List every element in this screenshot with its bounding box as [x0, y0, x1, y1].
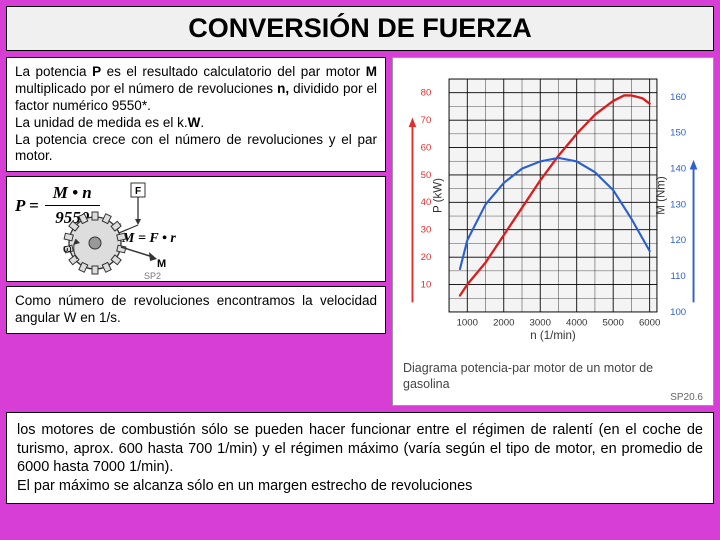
- svg-text:140: 140: [670, 163, 686, 174]
- page-title: CONVERSIÓN DE FUERZA: [6, 6, 714, 51]
- text-top: La potencia P es el resultado calculator…: [6, 57, 386, 172]
- svg-text:1000: 1000: [457, 317, 478, 328]
- svg-text:3000: 3000: [530, 317, 551, 328]
- svg-text:70: 70: [421, 115, 432, 126]
- svg-text:M (Nm): M (Nm): [656, 176, 668, 215]
- chart-caption: Diagrama potencia-par motor de un motor …: [399, 357, 707, 394]
- label-F: F: [135, 186, 141, 197]
- equation-block: P = M • n 9550 M = F • r F: [6, 176, 386, 282]
- svg-text:80: 80: [421, 88, 432, 99]
- text-bottom: los motores de combustión sólo se pueden…: [6, 412, 714, 504]
- svg-text:10: 10: [421, 279, 432, 290]
- svg-text:110: 110: [670, 271, 685, 282]
- svg-text:100: 100: [670, 307, 686, 318]
- chart-code: SP20.6: [399, 392, 707, 403]
- label-M: M: [157, 258, 166, 270]
- svg-text:60: 60: [421, 142, 432, 153]
- sp2-code: SP2: [144, 271, 161, 281]
- svg-text:150: 150: [670, 128, 686, 139]
- chart-svg: 1000 2000 3000 4000 5000 6000 n (1/min) 10 20 30 4…: [399, 64, 707, 352]
- svg-text:5000: 5000: [602, 317, 623, 328]
- svg-text:20: 20: [421, 252, 432, 263]
- svg-text:2000: 2000: [493, 317, 514, 328]
- svg-text:160: 160: [670, 92, 686, 103]
- svg-text:n (1/min): n (1/min): [530, 330, 576, 342]
- svg-text:4000: 4000: [566, 317, 587, 328]
- svg-text:P (kW): P (kW): [432, 178, 444, 213]
- svg-text:40: 40: [421, 197, 432, 208]
- chart-card: 1000 2000 3000 4000 5000 6000 n (1/min) 10 20 30 4…: [392, 57, 714, 406]
- label-omega: ω: [63, 243, 72, 255]
- svg-text:6000: 6000: [639, 317, 660, 328]
- svg-text:30: 30: [421, 225, 432, 236]
- gear-illustration: F r: [7, 181, 167, 283]
- text-mid: Como número de revoluciones encontramos …: [6, 286, 386, 334]
- svg-text:120: 120: [670, 235, 686, 246]
- svg-text:130: 130: [670, 199, 686, 210]
- svg-text:50: 50: [421, 170, 432, 181]
